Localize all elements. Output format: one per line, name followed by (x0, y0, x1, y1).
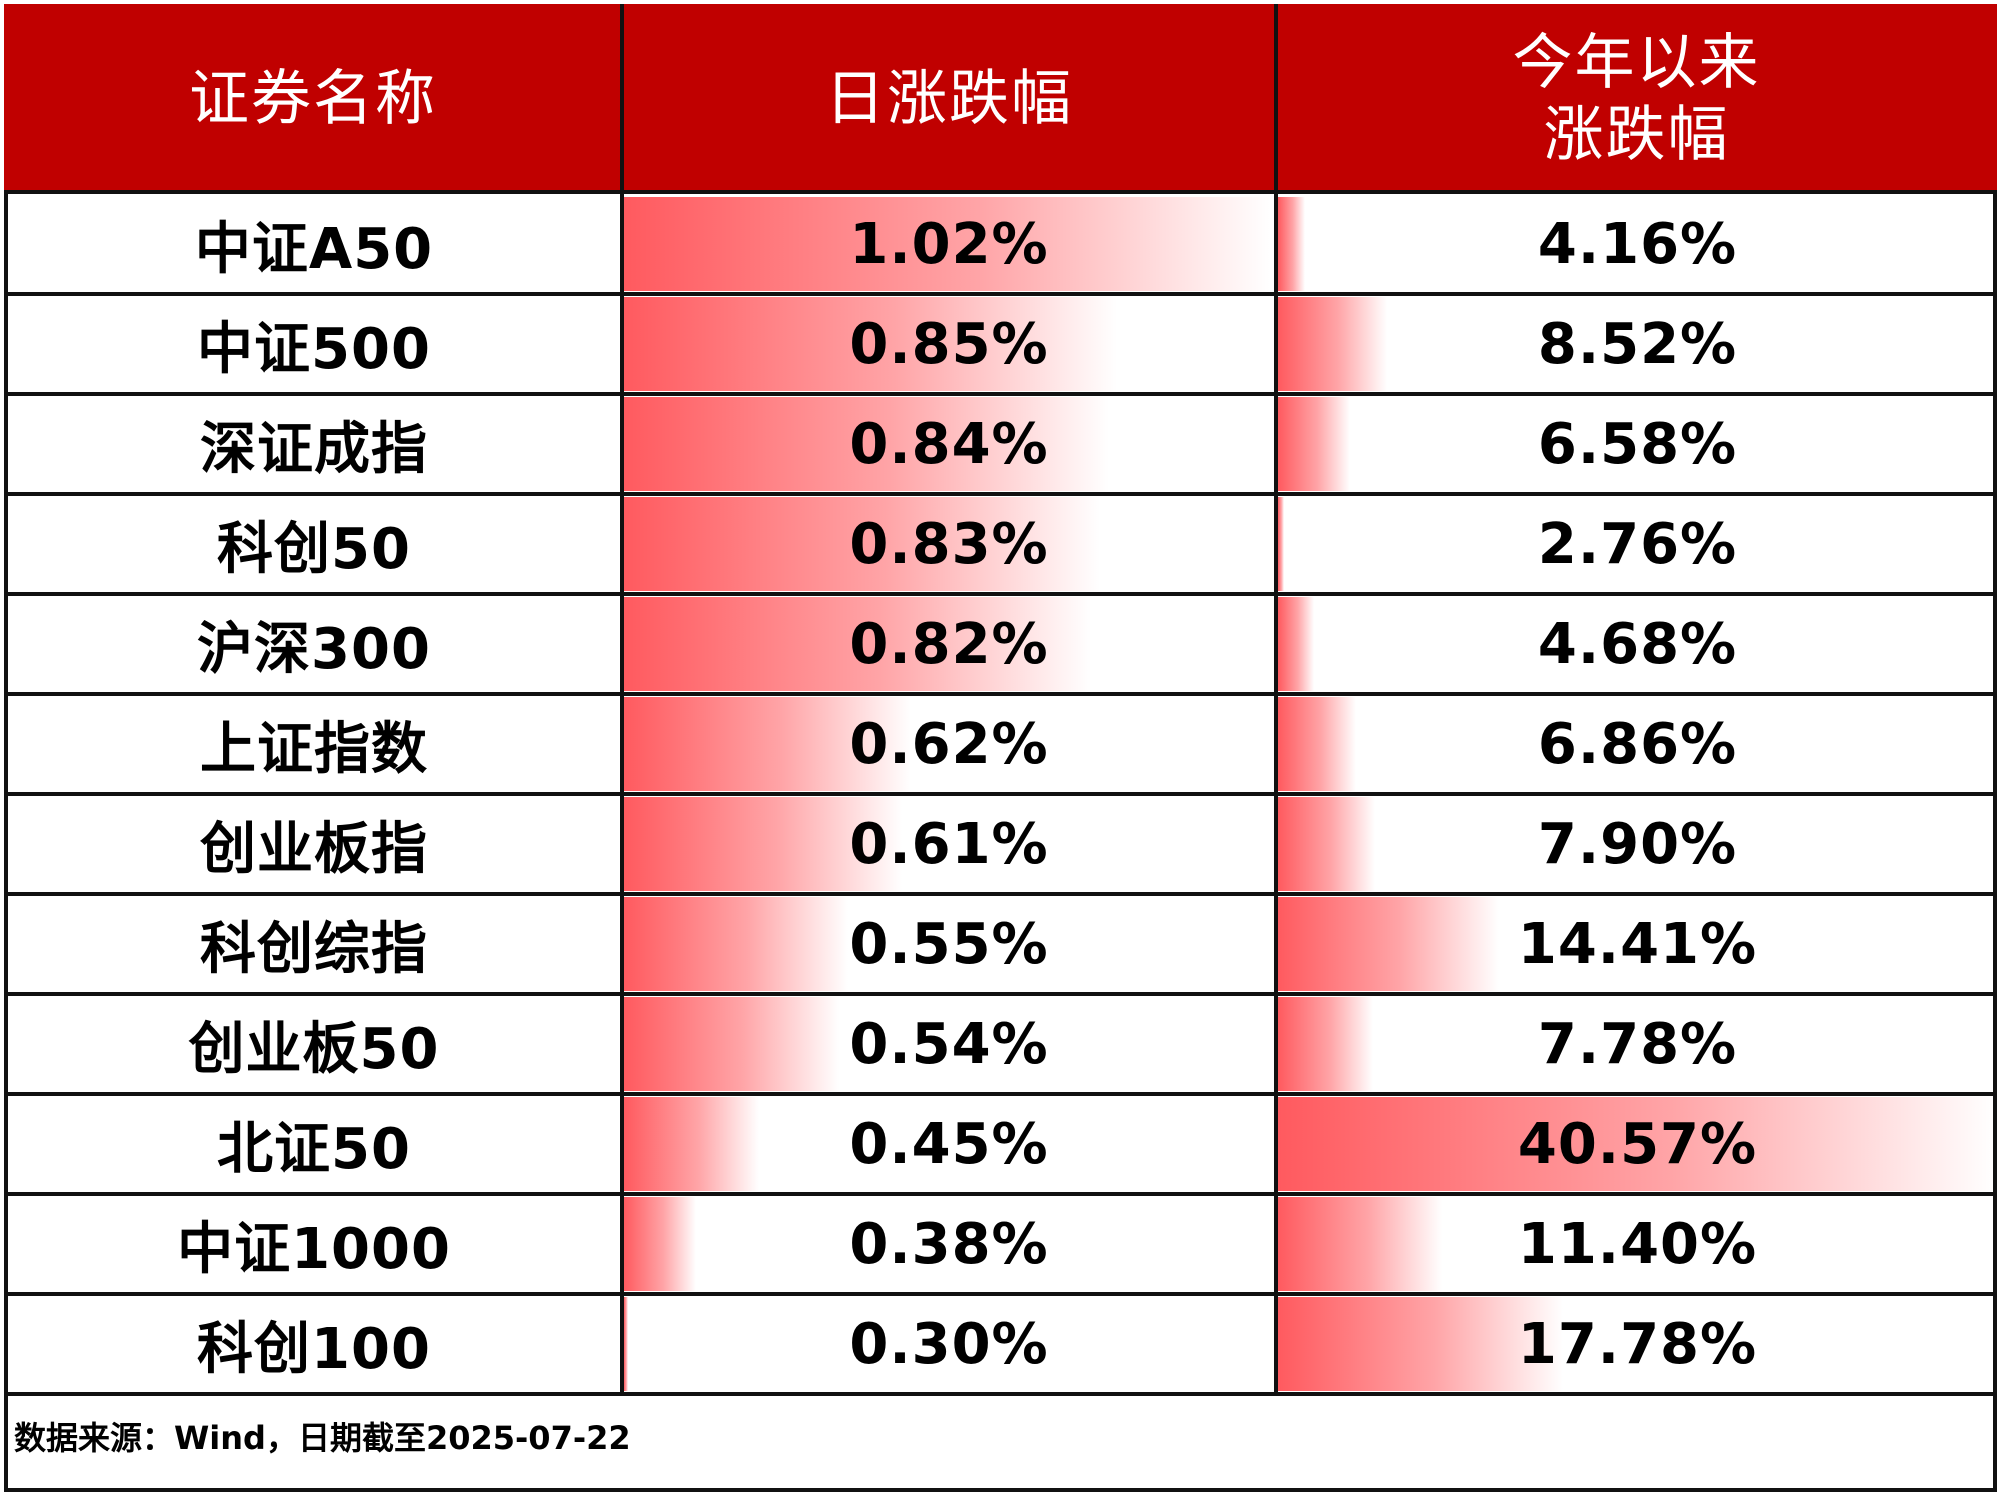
ytd-change-value: 6.86% (1537, 711, 1738, 777)
security-name: 中证1000 (177, 1216, 451, 1282)
daily-change-bar (624, 197, 1270, 291)
ytd-change-value: 7.78% (1537, 1011, 1738, 1077)
data-source-note: 数据来源：Wind，日期截至2025-07-22 (14, 1419, 631, 1457)
security-name: 上证指数 (200, 716, 428, 782)
header-daily-change-text: 日涨跌幅 (825, 64, 1073, 134)
daily-change-value: 0.83% (849, 511, 1049, 577)
header-ytd-line2: 涨跌幅 (1543, 100, 1730, 170)
daily-change-value: 0.54% (849, 1011, 1049, 1077)
ytd-change-bar (1278, 297, 1388, 391)
row-divider (4, 992, 1997, 996)
row-divider (4, 1292, 1997, 1296)
daily-change-value: 0.30% (849, 1311, 1049, 1377)
ytd-change-bar (1278, 497, 1284, 591)
daily-change-bar (624, 1097, 759, 1191)
ytd-change-value: 2.76% (1537, 511, 1738, 577)
security-name: 深证成指 (200, 416, 428, 482)
daily-change-bar (624, 897, 849, 991)
daily-change-bar (624, 1197, 696, 1291)
ytd-change-value: 6.58% (1537, 411, 1738, 477)
ytd-change-value: 4.16% (1537, 211, 1738, 277)
header-name-text: 证券名称 (189, 64, 437, 134)
ytd-change-bar (1278, 997, 1374, 1091)
daily-change-bar (624, 1297, 628, 1391)
row-divider (4, 892, 1997, 896)
header-ytd-line1: 今年以来 (1512, 28, 1761, 98)
row-divider (4, 592, 1997, 596)
ytd-change-bar (1278, 197, 1305, 291)
ytd-change-bar (1278, 897, 1499, 991)
daily-change-bar (624, 397, 1109, 491)
ytd-change-value: 14.41% (1517, 911, 1758, 977)
ytd-change-value: 40.57% (1517, 1111, 1758, 1177)
daily-change-value: 0.45% (849, 1111, 1049, 1177)
row-divider (4, 1392, 1997, 1396)
ytd-change-bar (1278, 1297, 1563, 1391)
ytd-change-bar (1278, 1197, 1442, 1291)
security-name: 中证A50 (194, 216, 434, 282)
ytd-change-value: 8.52% (1537, 311, 1738, 377)
row-divider (4, 1092, 1997, 1096)
row-divider (4, 292, 1997, 296)
daily-change-bar (624, 497, 1100, 591)
daily-change-bar (624, 597, 1091, 691)
header-divider (4, 190, 1997, 194)
daily-change-value: 0.82% (849, 611, 1049, 677)
security-name: 科创综指 (200, 916, 428, 982)
security-name: 创业板50 (188, 1016, 440, 1082)
row-divider (4, 692, 1997, 696)
column-divider-1 (620, 4, 624, 1394)
row-divider (4, 392, 1997, 396)
ytd-change-bar (1278, 697, 1356, 791)
daily-change-value: 0.38% (849, 1211, 1049, 1277)
ytd-change-value: 4.68% (1537, 611, 1738, 677)
ytd-change-value: 11.40% (1517, 1211, 1758, 1277)
daily-change-value: 0.55% (849, 911, 1049, 977)
security-name: 创业板指 (200, 816, 428, 882)
ytd-change-bar (1278, 597, 1315, 691)
ytd-change-bar (1278, 1097, 1995, 1191)
daily-change-bar (624, 297, 1118, 391)
daily-change-value: 0.84% (849, 411, 1049, 477)
daily-change-value: 1.02% (849, 211, 1049, 277)
daily-change-value: 0.85% (849, 311, 1049, 377)
column-divider-2 (1274, 4, 1278, 1394)
header-daily-change: 日涨跌幅 (622, 4, 1276, 194)
security-name: 科创50 (217, 516, 411, 582)
security-name: 科创100 (197, 1316, 431, 1382)
row-divider (4, 792, 1997, 796)
daily-change-bar (624, 697, 912, 791)
ytd-change-value: 7.90% (1537, 811, 1738, 877)
header-ytd-change: 今年以来 涨跌幅 (1276, 4, 1997, 194)
daily-change-bar (624, 797, 903, 891)
security-name: 沪深300 (197, 616, 431, 682)
ytd-change-bar (1278, 797, 1376, 891)
ytd-change-bar (1278, 397, 1351, 491)
daily-change-value: 0.61% (849, 811, 1049, 877)
daily-change-value: 0.62% (849, 711, 1049, 777)
row-divider (4, 1192, 1997, 1196)
row-divider (4, 492, 1997, 496)
ytd-change-value: 17.78% (1517, 1311, 1758, 1377)
daily-change-bar (624, 997, 840, 1091)
header-name: 证券名称 (4, 4, 622, 194)
security-name: 中证500 (197, 316, 431, 382)
security-name: 北证50 (217, 1116, 411, 1182)
